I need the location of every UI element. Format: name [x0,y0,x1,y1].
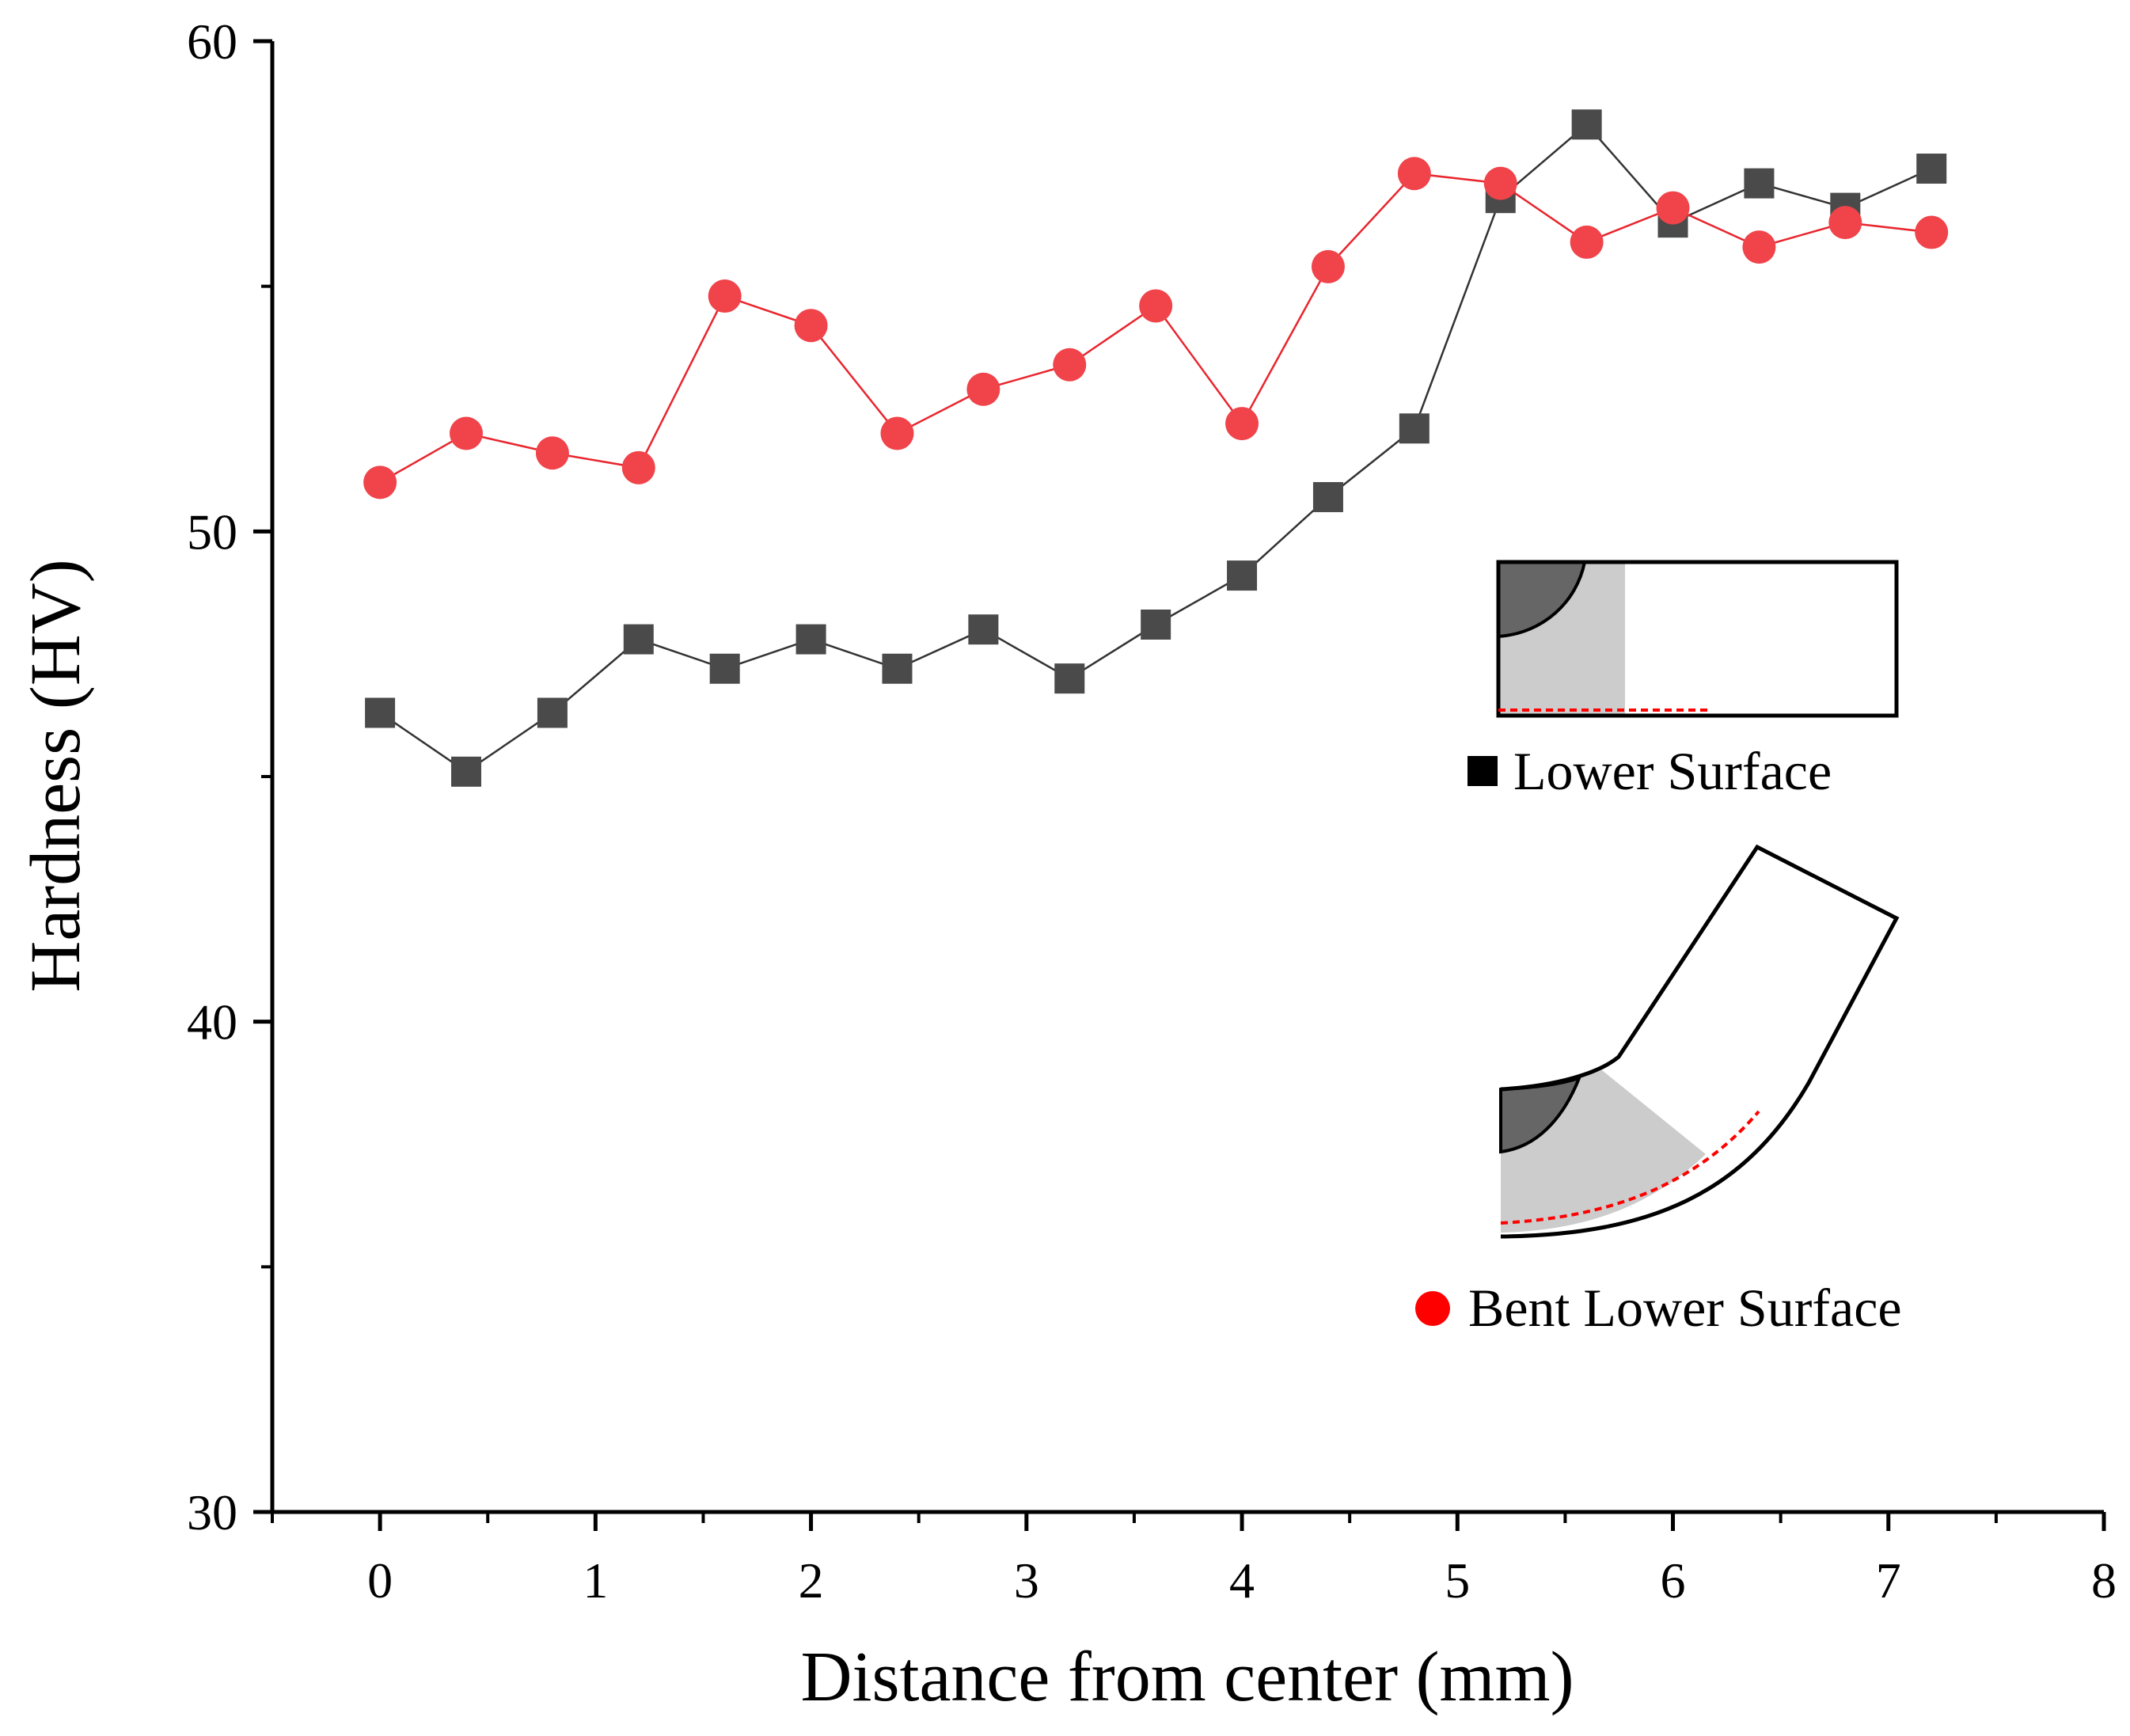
x-tick-label: 4 [1229,1552,1255,1609]
series-2-point [535,436,569,470]
series-2-point [708,279,742,313]
series-1-point [1744,168,1775,199]
y-axis-title: Hardness (HV) [17,559,95,992]
x-tick-label: 3 [1014,1552,1039,1609]
series-1-point [882,653,913,684]
series-1-point [1054,663,1085,694]
x-tick-label: 2 [799,1552,824,1609]
y-tick-label: 40 [187,994,237,1050]
flat-nugget-region [1497,560,1587,639]
series-1-point [1312,481,1343,512]
x-tick-label: 1 [583,1552,608,1609]
series-2-point [1053,348,1087,382]
axis-tick-labels: 0 1 2 3 4 5 6 7 8 30 40 50 60 [187,13,2117,1609]
series-2-point [450,416,484,450]
series-2-point [1397,157,1431,191]
series-2-point [1225,407,1259,441]
bent-specimen-diagram [1499,844,1900,1239]
x-tick-label: 6 [1661,1552,1686,1609]
flat-specimen-diagram [1496,560,1899,718]
series-1-point [1227,560,1258,591]
series-1-point [1399,413,1429,444]
legend-marker-lower-surface [1467,756,1498,786]
series-2-point [1483,166,1517,200]
x-tick-label: 7 [1876,1552,1901,1609]
series-1-point [1916,154,1947,184]
series-2-point [1311,249,1345,283]
series-2-point [1828,206,1862,240]
axis-ticks [253,39,2106,1531]
flat-plate-outline [1496,560,1899,718]
x-tick-label: 0 [367,1552,393,1609]
series-2-point [1656,191,1690,225]
y-tick-label: 50 [187,503,237,560]
series-group [363,109,1949,787]
legend: Lower Surface Bent Lower Surface [1415,741,1902,1338]
series-line-2 [379,172,1932,484]
x-axis-title: Distance from center (mm) [800,1638,1574,1716]
series-line-1 [379,123,1932,773]
series-2-point [1915,215,1949,249]
bent-measure-line [1500,1110,1760,1225]
series-1-point [365,697,396,728]
series-2-point [880,416,914,450]
legend-label-bent-lower-surface: Bent Lower Surface [1468,1278,1902,1338]
series-2-point [1570,225,1604,259]
series-1-point [1571,109,1602,140]
series-2-point [1742,230,1776,264]
series-2-point [966,372,1000,406]
series-1-point [968,614,999,645]
series-1-point [451,756,482,787]
bent-plate-outline [1500,844,1900,1239]
y-tick-label: 60 [187,13,237,70]
x-tick-label: 5 [1445,1552,1470,1609]
series-1-point [795,624,826,655]
x-tick-label: 8 [2091,1552,2117,1609]
series-1-point [1141,610,1171,640]
series-1-point [623,624,654,655]
series-2-point [363,465,397,500]
legend-marker-bent-lower-surface [1415,1291,1450,1326]
series-1-point [537,697,568,728]
series-2-point [621,450,655,484]
series-2-point [1139,289,1173,323]
legend-label-lower-surface: Lower Surface [1513,741,1832,801]
series-2-point [794,309,828,343]
y-tick-label: 30 [187,1484,237,1540]
series-1-point [709,653,740,684]
